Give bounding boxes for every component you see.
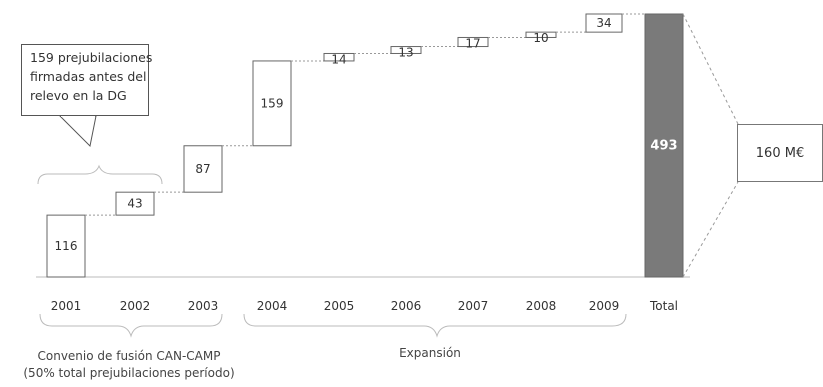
bar-2001 <box>46 214 86 278</box>
bar-2002 <box>115 191 155 216</box>
value-label-2004: 159 <box>261 96 284 110</box>
category-label-2002: 2002 <box>120 299 151 313</box>
bar-2005 <box>323 52 355 62</box>
bar-2008 <box>525 31 557 38</box>
value-label-2002: 43 <box>127 197 142 211</box>
group-label-convenio-line-1: Convenio de fusión CAN-CAMP <box>37 349 221 363</box>
group-label-expansion: Expansión <box>399 346 461 360</box>
value-label-2006: 13 <box>398 46 413 60</box>
callout-line-3: relevo en la DG <box>30 88 127 103</box>
category-label-Total: Total <box>649 299 678 313</box>
callout-pointer <box>58 115 97 148</box>
bar-2009 <box>585 13 623 33</box>
total-link-bottom <box>682 181 739 278</box>
category-label-2009: 2009 <box>589 299 620 313</box>
brace-convenio <box>39 313 223 338</box>
callout-line-2: firmadas antes del <box>30 69 147 84</box>
total-value-box: 160 M€ <box>737 124 823 182</box>
value-label-2007: 17 <box>465 36 480 50</box>
category-label-2006: 2006 <box>391 299 422 313</box>
bar-2003 <box>183 145 223 193</box>
value-label-2008: 10 <box>533 31 548 45</box>
total-link-top <box>682 13 739 125</box>
category-label-2001: 2001 <box>51 299 82 313</box>
category-label-2004: 2004 <box>257 299 288 313</box>
bar-2006 <box>390 46 422 54</box>
category-label-2003: 2003 <box>188 299 219 313</box>
value-label-2005: 14 <box>331 52 346 66</box>
value-label-Total: 493 <box>650 139 677 154</box>
value-label-2001: 116 <box>55 239 78 253</box>
category-label-2005: 2005 <box>324 299 355 313</box>
brace-expansion <box>243 313 627 338</box>
value-label-2003: 87 <box>195 162 210 176</box>
group-label-convenio-line-2: (50% total prejubilaciones período) <box>23 366 235 380</box>
bar-total <box>644 13 684 278</box>
value-label-2009: 34 <box>596 16 611 30</box>
category-label-2008: 2008 <box>526 299 557 313</box>
group-label-convenio: Convenio de fusión CAN-CAMP (50% total p… <box>14 349 244 380</box>
callout-box: 159 prejubilaciones firmadas antes del r… <box>21 44 153 116</box>
bar-2004 <box>252 60 292 147</box>
callout-line-1: 159 prejubilaciones <box>30 50 153 65</box>
brace-callout <box>37 164 163 185</box>
category-label-2007: 2007 <box>458 299 489 313</box>
bar-2007 <box>457 36 489 48</box>
